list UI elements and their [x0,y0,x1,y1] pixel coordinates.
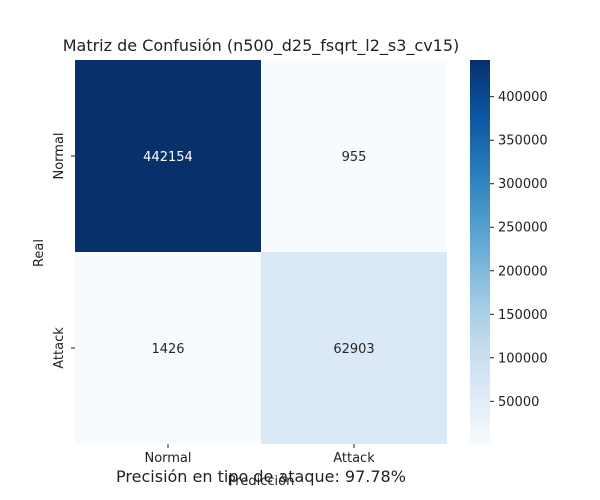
colorbar-tick-label: 400000 [498,90,548,105]
cell-value-label: 62903 [333,342,374,357]
colorbar-tick-label: 350000 [498,134,548,149]
x-tick-label: Normal [144,451,191,466]
chart-title: Matriz de Confusión (n500_d25_fsqrt_l2_s… [63,36,460,56]
colorbar-axis: 50000 100000 150000 200000 250000 300000 35000… [490,90,548,410]
x-tick-label: Attack [333,451,375,466]
x-axis-label: Predicción [228,474,295,489]
y-tick-label: Normal [52,132,67,179]
colorbar-tick-label: 50000 [498,395,539,410]
y-axis: Normal Attack [52,132,75,369]
y-tick-label: Attack [52,327,67,369]
heatmap-cells: 442154 955 1426 62903 [75,60,447,444]
cell-value-label: 955 [342,150,367,165]
colorbar-tick-label: 200000 [498,264,548,279]
heatmap-cell [75,252,261,444]
colorbar-tick-label: 250000 [498,221,548,236]
x-axis: Normal Attack [144,444,375,466]
cell-value-label: 442154 [143,150,193,165]
colorbar [470,60,490,444]
colorbar-tick-label: 300000 [498,177,548,192]
y-axis-label: Real [32,239,47,267]
cell-value-label: 1426 [151,342,184,357]
heatmap-cell [75,60,261,252]
heatmap-cell [261,252,447,444]
colorbar-tick-label: 100000 [498,351,548,366]
heatmap-cell [261,60,447,252]
colorbar-tick-label: 150000 [498,308,548,323]
footer-caption: Precisión en tipo de ataque: 97.78% [116,467,406,486]
